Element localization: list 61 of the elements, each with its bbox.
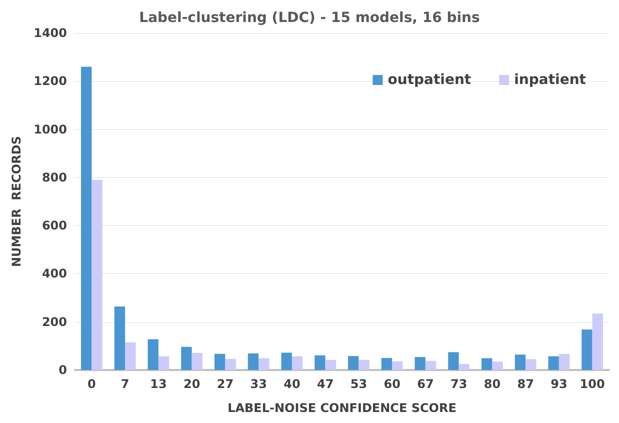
bar: [325, 360, 336, 370]
bar: [292, 356, 303, 370]
x-tick-label: 0: [88, 377, 96, 391]
x-tick-label: 20: [183, 377, 200, 391]
bar: [314, 355, 326, 370]
x-tick-label: 67: [417, 377, 434, 391]
x-tick-label: 100: [580, 377, 605, 391]
bar: [582, 330, 592, 370]
y-tick-label: 200: [42, 314, 67, 329]
y-axis-title: NUMBER RECORDS: [10, 136, 24, 267]
bar: [125, 342, 136, 370]
bar: [592, 314, 603, 370]
chart-title: Label-clustering (LDC) - 15 models, 16 bins: [139, 10, 480, 26]
bar: [425, 360, 436, 370]
bar: [514, 354, 526, 370]
bar: [458, 364, 470, 370]
bar: [214, 354, 226, 370]
bar: [348, 356, 359, 370]
x-tick-label: 27: [216, 377, 234, 391]
bar: [482, 358, 492, 370]
bar: [448, 352, 459, 370]
bar: [248, 353, 259, 370]
x-tick-label: 13: [150, 377, 167, 391]
x-tick-label: 47: [316, 377, 334, 391]
bar: [526, 359, 536, 370]
bar: [492, 362, 503, 370]
bar: [558, 354, 570, 370]
bar: [381, 358, 392, 370]
bar: [148, 339, 158, 370]
x-tick-label: 53: [350, 377, 368, 391]
legend-label: inpatient: [514, 72, 586, 88]
bar: [258, 358, 270, 370]
x-tick-label: 60: [384, 377, 400, 391]
bar: [548, 356, 559, 370]
bar: [358, 360, 370, 370]
bar: [81, 66, 92, 370]
bar: [281, 352, 292, 370]
x-tick-label: 93: [550, 377, 568, 391]
y-tick-label: 1200: [34, 74, 67, 88]
y-tick-label: 600: [42, 218, 67, 233]
bar: [414, 357, 426, 370]
x-tick-label: 7: [120, 377, 130, 391]
bar: [181, 346, 192, 370]
x-tick-label: 33: [250, 377, 267, 391]
x-tick-label: 73: [450, 377, 468, 391]
y-tick-label: 400: [42, 266, 67, 281]
bar: [192, 352, 202, 370]
bar: [158, 356, 170, 370]
y-tick-label: 800: [42, 170, 67, 184]
y-tick-label: 1400: [34, 26, 67, 40]
bar: [114, 306, 126, 370]
bar: [225, 358, 236, 370]
x-tick-label: 87: [517, 377, 534, 391]
legend-label: outpatient: [388, 72, 472, 88]
y-tick-label: 1000: [34, 122, 67, 136]
y-tick-label: 0: [58, 363, 67, 377]
bar: [92, 180, 102, 370]
x-tick-label: 80: [484, 377, 501, 391]
bar: [392, 361, 403, 370]
x-tick-label: 40: [284, 377, 300, 391]
x-axis-title: LABEL-NOISE CONFIDENCE SCORE: [228, 401, 456, 415]
